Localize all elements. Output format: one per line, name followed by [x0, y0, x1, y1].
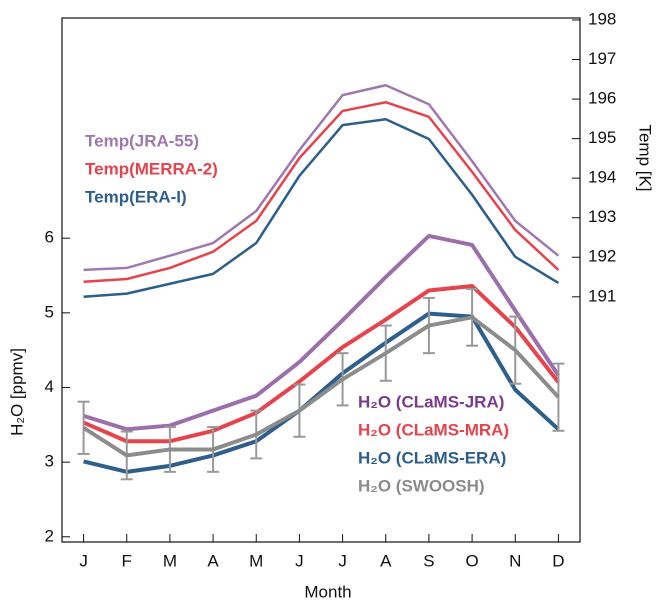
x-tick-label: A	[380, 551, 392, 570]
y2-axis-label: Temp [K]	[636, 124, 655, 191]
y-axis-label: H₂O [ppmv]	[7, 348, 26, 436]
x-tick-label: A	[207, 551, 219, 570]
plot-frame	[61, 17, 581, 543]
series-line	[82, 283, 560, 444]
y2-tick-label: 193	[588, 207, 616, 226]
x-tick-label: O	[465, 551, 478, 570]
y2-tick-label: 196	[588, 89, 616, 108]
series-line	[83, 83, 560, 272]
x-tick-label: J	[295, 551, 304, 570]
legend-label: H₂O (CLaMS-MRA)	[358, 420, 509, 439]
y2-tick-label: 192	[588, 247, 616, 266]
x-axis-label: Month	[304, 582, 351, 601]
y2-tick-label: 197	[588, 49, 616, 68]
y-tick-label: 6	[45, 228, 54, 247]
legend-label: H₂O (SWOOSH)	[358, 476, 485, 495]
x-tick-label: J	[79, 551, 88, 570]
x-tick-label: N	[509, 551, 521, 570]
x-tick-label: J	[338, 551, 347, 570]
y2-tick-label: 191	[588, 286, 616, 305]
y2-tick-label: 194	[588, 168, 616, 187]
legend-label: H₂O (CLaMS-ERA)	[358, 448, 506, 467]
y-tick-label: 2	[45, 526, 54, 545]
legend-label: Temp(JRA-55)	[85, 131, 199, 150]
x-tick-label: D	[552, 551, 564, 570]
y2-tick-label: 198	[588, 9, 616, 28]
y2-tick-label: 195	[588, 128, 616, 147]
x-tick-label: F	[122, 551, 132, 570]
series-line	[82, 315, 560, 458]
x-tick-label: S	[423, 551, 434, 570]
x-tick-label: M	[163, 551, 177, 570]
y-tick-label: 5	[45, 302, 54, 321]
series-line	[82, 233, 561, 432]
legend-label: Temp(ERA-I)	[85, 187, 187, 206]
series-line	[83, 311, 560, 474]
series-line	[83, 117, 560, 299]
x-tick-label: M	[249, 551, 263, 570]
series-line	[83, 100, 560, 284]
legend-label: H₂O (CLaMS-JRA)	[358, 392, 504, 411]
legend-label: Temp(MERRA-2)	[85, 159, 218, 178]
y-tick-label: 3	[45, 452, 54, 471]
y-tick-label: 4	[45, 377, 54, 396]
